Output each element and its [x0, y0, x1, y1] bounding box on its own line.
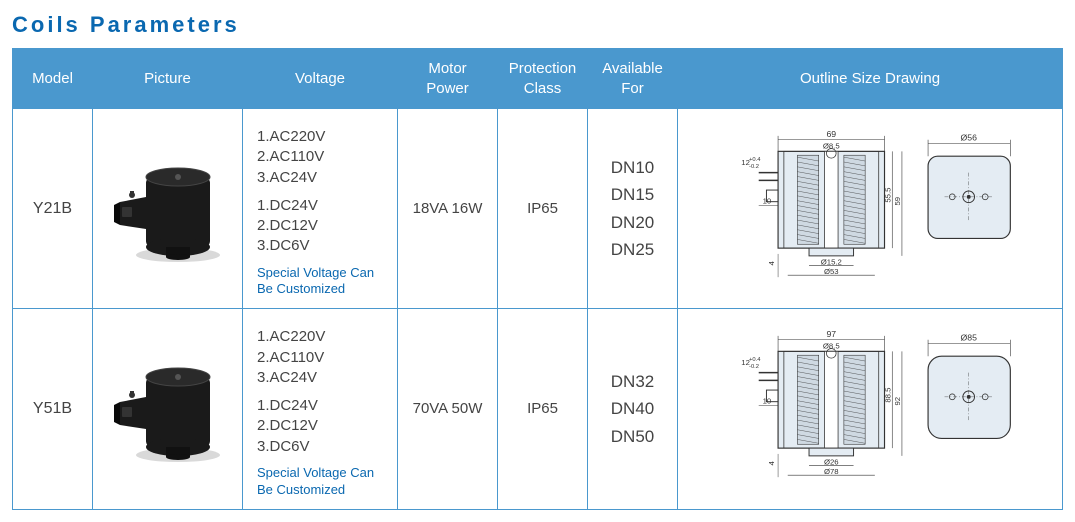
col-header-model: Model — [13, 49, 93, 109]
svg-text:69: 69 — [826, 128, 836, 138]
col-header-outline: Outline Size Drawing — [678, 49, 1063, 109]
coils-table: ModelPictureVoltageMotorPowerProtectionC… — [12, 48, 1063, 510]
svg-text:+0.4: +0.4 — [749, 157, 761, 163]
coil-picture — [108, 147, 228, 267]
svg-text:Ø56: Ø56 — [960, 132, 977, 142]
cell-available: DN32DN40DN50 — [588, 309, 678, 509]
svg-text:88.5: 88.5 — [883, 388, 892, 403]
outline-drawing: 69 Ø8.5 12 +0.4 -0.2 10 55.5 59 Ø15.2 Ø5… — [720, 122, 1020, 292]
col-header-power: MotorPower — [398, 49, 498, 109]
svg-text:Ø26: Ø26 — [824, 458, 839, 467]
svg-text:10: 10 — [763, 196, 772, 205]
cell-outline: 69 Ø8.5 12 +0.4 -0.2 10 55.5 59 Ø15.2 Ø5… — [678, 109, 1063, 309]
cell-voltage: 1.AC220V2.AC110V3.AC24V1.DC24V2.DC12V3.D… — [243, 109, 398, 309]
svg-text:92: 92 — [893, 397, 902, 406]
svg-text:Ø15.2: Ø15.2 — [821, 257, 842, 266]
svg-text:Ø85: Ø85 — [960, 333, 977, 343]
table-header-row: ModelPictureVoltageMotorPowerProtectionC… — [13, 49, 1063, 109]
cell-power: 18VA 16W — [398, 109, 498, 309]
col-header-avail: AvailableFor — [588, 49, 678, 109]
col-header-prot: ProtectionClass — [498, 49, 588, 109]
outline-drawing: 97 Ø8.5 12 +0.4 -0.2 10 88.5 92 Ø26 Ø78 … — [720, 322, 1020, 492]
svg-text:Ø8.5: Ø8.5 — [823, 141, 840, 150]
voltage-note: Special Voltage Can Be Customized — [257, 465, 389, 499]
svg-text:+0.4: +0.4 — [749, 357, 761, 363]
cell-available: DN10DN15DN20DN25 — [588, 109, 678, 309]
table-row: Y21B 1.AC220V2.AC110V3.AC24V1.DC24V2.DC1… — [13, 109, 1063, 309]
svg-text:4: 4 — [767, 460, 776, 465]
cell-power: 70VA 50W — [398, 309, 498, 509]
cell-outline: 97 Ø8.5 12 +0.4 -0.2 10 88.5 92 Ø26 Ø78 … — [678, 309, 1063, 509]
col-header-picture: Picture — [93, 49, 243, 109]
svg-text:Ø53: Ø53 — [824, 267, 839, 276]
col-header-voltage: Voltage — [243, 49, 398, 109]
cell-protection: IP65 — [498, 309, 588, 509]
svg-text:-0.2: -0.2 — [749, 364, 759, 370]
svg-text:4: 4 — [767, 260, 776, 265]
cell-voltage: 1.AC220V2.AC110V3.AC24V1.DC24V2.DC12V3.D… — [243, 309, 398, 509]
svg-text:-0.2: -0.2 — [749, 163, 759, 169]
svg-text:Ø78: Ø78 — [824, 467, 839, 476]
svg-text:55.5: 55.5 — [883, 187, 892, 202]
cell-model: Y51B — [13, 309, 93, 509]
coil-picture — [108, 347, 228, 467]
voltage-note: Special Voltage Can Be Customized — [257, 265, 389, 299]
cell-picture — [93, 309, 243, 509]
cell-protection: IP65 — [498, 109, 588, 309]
svg-text:10: 10 — [763, 397, 772, 406]
cell-picture — [93, 109, 243, 309]
svg-text:59: 59 — [893, 197, 902, 206]
svg-text:97: 97 — [826, 329, 836, 339]
page-title: Coils Parameters — [12, 12, 1063, 38]
cell-model: Y21B — [13, 109, 93, 309]
svg-text:Ø8.5: Ø8.5 — [823, 341, 840, 350]
table-row: Y51B 1.AC220V2.AC110V3.AC24V1.DC24V2.DC1… — [13, 309, 1063, 509]
